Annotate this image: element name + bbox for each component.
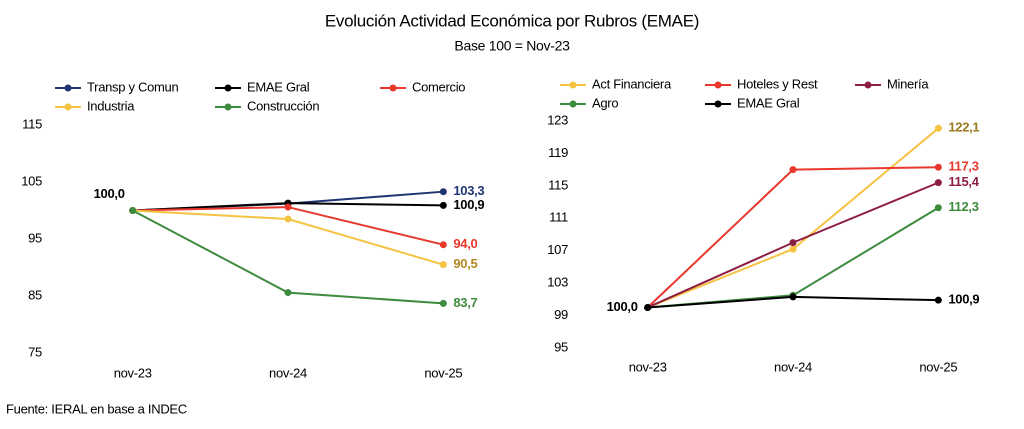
data-label: 100,0 <box>607 299 638 314</box>
data-label: 117,3 <box>948 159 978 174</box>
data-point <box>439 241 447 249</box>
data-point <box>439 188 447 196</box>
data-point <box>129 207 137 214</box>
data-label: 122,1 <box>948 120 979 135</box>
x-tick-label: nov-23 <box>629 359 667 374</box>
y-tick-label: 111 <box>549 210 568 225</box>
y-tick-label: 115 <box>22 116 42 131</box>
legend-label: Agro <box>592 95 618 110</box>
y-tick-label: 103 <box>547 275 568 290</box>
y-tick-label: 105 <box>21 173 42 188</box>
y-tick-label: 95 <box>554 339 568 354</box>
data-point <box>789 166 797 174</box>
subtitle: Base 100 = Nov-23 <box>454 38 570 54</box>
x-tick-label: nov-24 <box>774 359 812 374</box>
legend-marker <box>569 81 577 89</box>
data-point <box>789 245 797 253</box>
legend-label: Hoteles y Rest <box>737 76 818 91</box>
legend-marker <box>714 100 722 108</box>
data-point <box>439 201 447 209</box>
data-point <box>789 239 797 247</box>
legend-label: Industria <box>87 98 135 113</box>
x-tick-label: nov-25 <box>424 365 462 380</box>
legend-marker <box>569 100 577 108</box>
data-point <box>439 261 447 269</box>
legend-marker <box>389 84 397 92</box>
legend-label: EMAE Gral <box>737 95 800 110</box>
y-tick-label: 115 <box>548 177 568 192</box>
y-tick-label: 95 <box>28 230 42 245</box>
data-point <box>284 215 292 223</box>
data-point <box>934 163 942 171</box>
data-label: 100,9 <box>453 197 484 212</box>
legend-marker <box>224 84 232 92</box>
legend-label: Act Financiera <box>592 76 672 91</box>
data-point <box>934 296 942 304</box>
data-label: 94,0 <box>453 236 477 251</box>
x-tick-label: nov-24 <box>269 365 307 380</box>
y-tick-label: 85 <box>28 287 42 302</box>
y-tick-label: 75 <box>28 344 42 359</box>
data-point <box>934 179 942 187</box>
y-tick-label: 107 <box>547 242 568 257</box>
legend-marker <box>64 103 72 111</box>
data-label: 100,9 <box>948 292 979 307</box>
legend-label: Transp y Comun <box>87 79 178 94</box>
y-tick-label: 99 <box>554 307 568 322</box>
x-tick-label: nov-25 <box>919 359 957 374</box>
legend-marker <box>864 81 872 89</box>
data-label: 100,0 <box>94 186 125 201</box>
data-point <box>284 203 292 211</box>
y-tick-label: 123 <box>547 112 568 127</box>
data-point <box>644 303 652 311</box>
data-point <box>934 124 942 132</box>
data-label: 112,3 <box>948 199 978 214</box>
source: Fuente: IERAL en base a INDEC <box>6 401 187 416</box>
legend-marker <box>714 81 722 89</box>
legend-label: Comercio <box>412 79 465 94</box>
data-label: 115,4 <box>948 174 979 189</box>
legend-label: Minería <box>887 76 929 91</box>
series-line <box>646 166 939 309</box>
data-label: 90,5 <box>453 256 477 271</box>
title: Evolución Actividad Económica por Rubros… <box>325 11 699 30</box>
data-point <box>789 293 797 301</box>
legend-marker <box>64 84 72 92</box>
data-label: 103,3 <box>453 183 484 198</box>
data-point <box>934 204 942 212</box>
legend-label: EMAE Gral <box>247 79 310 94</box>
series-line <box>647 127 939 309</box>
data-label: 83,7 <box>453 295 477 310</box>
y-tick-label: 119 <box>548 145 568 160</box>
data-point <box>439 299 447 307</box>
legend-marker <box>224 103 232 111</box>
legend-label: Construcción <box>247 98 319 113</box>
x-tick-label: nov-23 <box>114 365 152 380</box>
data-point <box>284 289 292 297</box>
